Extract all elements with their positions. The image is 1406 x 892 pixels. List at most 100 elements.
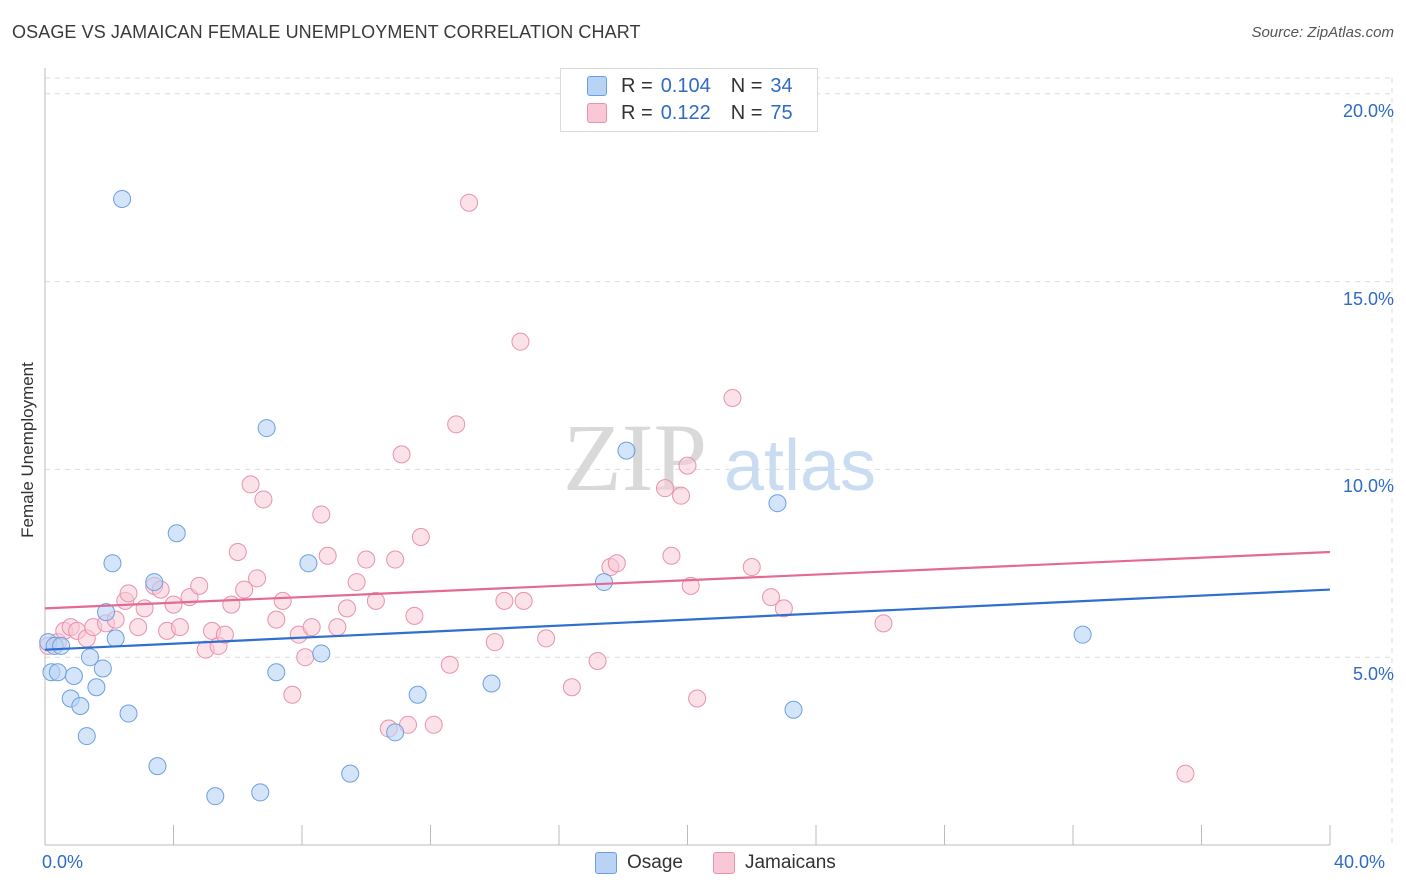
jamaicans-point — [248, 569, 267, 588]
osage-point — [408, 685, 427, 704]
jamaicans-point — [588, 651, 607, 670]
osage-point — [784, 700, 803, 719]
jamaicans-point — [537, 629, 556, 648]
osage-legend-label: Osage — [627, 852, 683, 873]
jamaicans-trend-line — [44, 550, 1331, 610]
grid-lines — [45, 77, 1393, 845]
jamaicans-point — [440, 655, 459, 674]
jamaicans-point — [215, 625, 234, 644]
jamaicans-point — [302, 618, 321, 637]
osage-point — [341, 764, 360, 783]
jamaicans-point — [366, 591, 385, 610]
jamaicans-point — [607, 554, 626, 573]
jamaicans-point — [656, 479, 675, 498]
n-value: 34 — [770, 74, 793, 97]
osage-point — [87, 678, 106, 697]
y-tick-label: 15.0% — [1342, 288, 1394, 309]
n-label: N = — [730, 74, 763, 97]
trend-lines — [44, 550, 1331, 651]
jamaicans-point — [119, 584, 138, 603]
jamaicans-point — [357, 550, 376, 569]
jamaicans-point — [283, 685, 302, 704]
jamaicans-point — [742, 558, 761, 577]
jamaicans-point — [688, 689, 707, 708]
osage-trend-line — [44, 588, 1331, 651]
osage-legend-swatch — [595, 852, 617, 874]
legend-row-jamaicans: R = 0.122 N = 75 — [587, 101, 793, 125]
legend-item-osage[interactable]: Osage — [595, 852, 683, 874]
jamaicans-point — [662, 546, 681, 565]
jamaicans-point — [190, 576, 209, 595]
jamaicans-point — [170, 618, 189, 637]
osage-point — [312, 644, 331, 663]
y-axis-label-wrap: Female Unemployment — [14, 300, 42, 600]
osage-point — [1073, 625, 1092, 644]
jamaicans-point — [318, 546, 337, 565]
osage-points — [39, 189, 1092, 806]
y-axis-label: Female Unemployment — [18, 362, 37, 538]
jamaicans-point — [164, 595, 183, 614]
r-value: 0.122 — [660, 101, 711, 124]
osage-point — [148, 757, 167, 776]
legend-item-jamaicans[interactable]: Jamaicans — [712, 852, 836, 874]
jamaicans-point — [562, 678, 581, 697]
watermark-atlas: atlas — [724, 426, 876, 506]
source-label: Source: ZipAtlas.com — [1251, 24, 1394, 41]
y-tick-label: 10.0% — [1342, 476, 1394, 497]
jamaicans-point — [762, 588, 781, 607]
jamaicans-point — [411, 528, 430, 546]
jamaicans-point — [241, 475, 260, 494]
osage-point — [48, 663, 67, 682]
jamaicans-point — [774, 599, 793, 618]
jamaicans-point — [273, 591, 292, 610]
osage-point — [93, 659, 112, 678]
watermark: ZIP atlas — [563, 404, 876, 511]
correlation-legend: R = 0.104 N = 34 R = 0.122 N = 75 — [560, 68, 818, 132]
osage-point — [299, 554, 318, 573]
chart-title: OSAGE VS JAMAICAN FEMALE UNEMPLOYMENT CO… — [12, 22, 641, 42]
jamaicans-points — [39, 193, 1195, 783]
jamaicans-point — [296, 648, 315, 667]
jamaicans-point — [672, 486, 691, 505]
jamaicans-point — [511, 332, 530, 351]
n-label: N = — [730, 101, 763, 124]
jamaicans-point — [312, 505, 331, 524]
jamaicans-point — [424, 715, 443, 734]
jamaicans-point — [267, 610, 286, 629]
y-tick-label: 5.0% — [1352, 664, 1394, 685]
osage-point — [52, 636, 71, 655]
legend-row-osage: R = 0.104 N = 34 — [587, 74, 793, 98]
osage-point — [768, 494, 787, 513]
osage-point — [617, 441, 636, 460]
osage-point — [251, 783, 270, 802]
jamaicans-swatch — [587, 103, 607, 123]
jamaicans-point — [405, 606, 424, 625]
jamaicans-point — [337, 599, 356, 618]
jamaicans-point — [386, 550, 405, 569]
jamaicans-point — [228, 543, 247, 562]
osage-point — [80, 648, 99, 667]
jamaicans-point — [222, 595, 241, 614]
jamaicans-point — [1176, 764, 1195, 783]
jamaicans-point — [485, 633, 504, 652]
jamaicans-point — [723, 389, 742, 408]
jamaicans-point — [135, 599, 154, 618]
osage-point — [77, 727, 96, 746]
osage-swatch — [587, 76, 607, 96]
jamaicans-point — [460, 193, 479, 212]
osage-point — [386, 723, 405, 742]
series-legend: Osage Jamaicans — [595, 852, 866, 874]
jamaicans-point — [874, 614, 893, 633]
x-tick-label-max: 40.0% — [1334, 852, 1386, 872]
osage-point — [97, 603, 116, 622]
osage-point — [594, 573, 613, 592]
jamaicans-point — [254, 490, 273, 509]
jamaicans-point — [347, 573, 366, 592]
r-label: R = — [621, 74, 653, 97]
jamaicans-point — [495, 591, 514, 610]
r-label: R = — [621, 101, 653, 124]
jamaicans-point — [392, 445, 411, 464]
jamaicans-point — [235, 580, 254, 599]
osage-point — [119, 704, 138, 723]
